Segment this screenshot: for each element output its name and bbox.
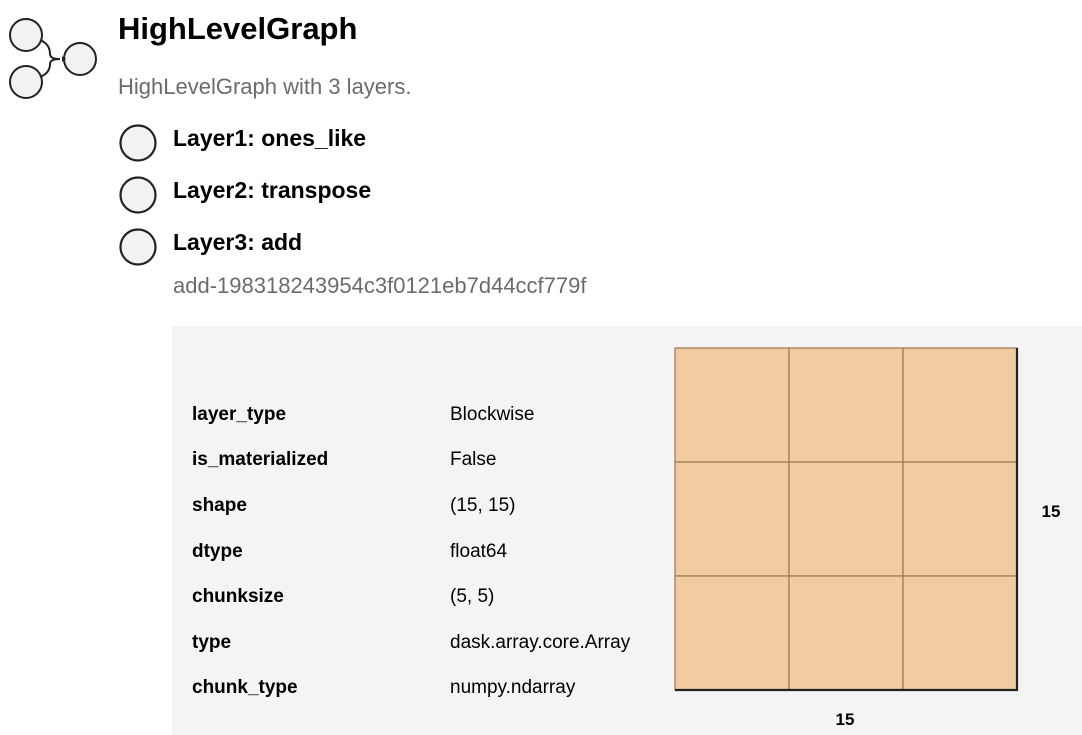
graph-summary: HighLevelGraph with 3 layers.: [118, 74, 412, 99]
circle-icon: [119, 228, 157, 266]
chunk-cell: [902, 461, 1018, 577]
property-row: shape (15, 15): [192, 494, 672, 524]
chunk-cell: [902, 575, 1018, 691]
property-row: chunk_type numpy.ndarray: [192, 676, 672, 706]
layer-identifier: add-198318243954c3f0121eb7d44ccf779f: [173, 273, 587, 298]
property-value: numpy.ndarray: [450, 677, 576, 698]
property-value: dask.array.core.Array: [450, 632, 631, 653]
property-key: is_materialized: [192, 449, 329, 470]
height-label: 15: [1042, 502, 1061, 521]
chunk-cell: [674, 575, 790, 691]
chunk-cell: [674, 347, 790, 463]
property-row: type dask.array.core.Array: [192, 631, 672, 661]
graph-nodes-icon: [9, 18, 97, 99]
chunk-cells: [674, 347, 1019, 692]
property-row: is_materialized False: [192, 448, 672, 478]
layer-label: Layer2: transpose: [173, 177, 372, 203]
layer-label: Layer1: ones_like: [173, 125, 367, 151]
property-key: shape: [192, 495, 247, 516]
page-title: HighLevelGraph: [118, 11, 358, 46]
circle-icon: [119, 124, 157, 162]
chunk-cell: [674, 461, 790, 577]
layer-label: Layer3: add: [173, 229, 303, 255]
property-row: chunksize (5, 5): [192, 585, 672, 615]
chunk-cell: [788, 575, 904, 691]
chunk-cell: [788, 461, 904, 577]
chunk-cell: [788, 347, 904, 463]
grid-edge: [675, 348, 1019, 692]
chunk-grid-diagram: 15 15: [674, 347, 1061, 726]
property-key: layer_type: [192, 404, 287, 425]
chunk-cell: [902, 347, 1018, 463]
property-key: type: [192, 632, 232, 653]
property-row: dtype float64: [192, 540, 672, 570]
circle-icon: [119, 176, 157, 214]
property-key: chunksize: [192, 586, 284, 607]
property-key: dtype: [192, 541, 243, 562]
property-value: (15, 15): [450, 495, 516, 516]
property-value: False: [450, 449, 497, 470]
layer-details-panel: layer_type Blockwise is_materialized Fal…: [172, 326, 1082, 735]
property-value: float64: [450, 541, 508, 562]
property-key: chunk_type: [192, 677, 298, 698]
width-label: 15: [836, 710, 855, 726]
property-value: Blockwise: [450, 404, 535, 425]
property-row: layer_type Blockwise: [192, 403, 672, 433]
property-value: (5, 5): [450, 586, 495, 607]
